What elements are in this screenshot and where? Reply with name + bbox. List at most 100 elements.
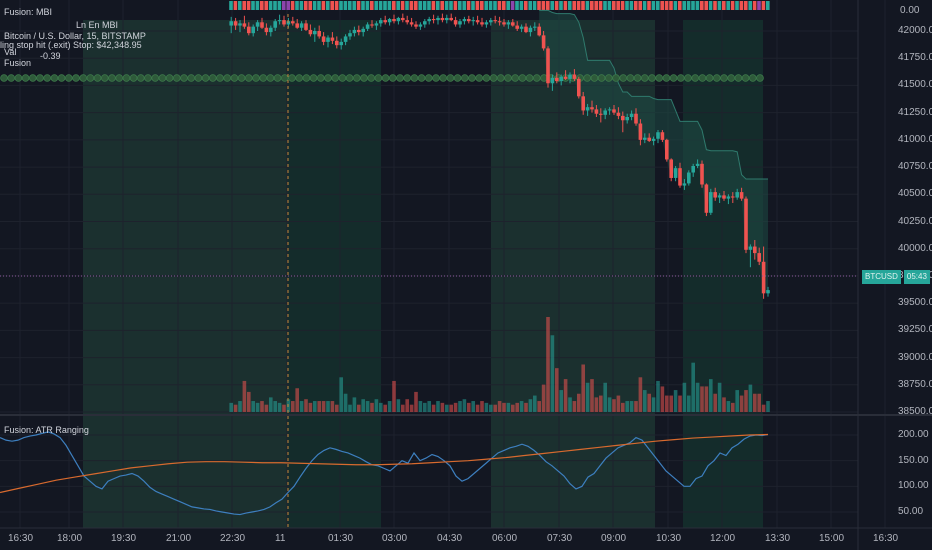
candle xyxy=(717,193,722,203)
volume-bar xyxy=(467,402,471,412)
volume-bar xyxy=(757,393,761,412)
mbi-cell xyxy=(700,1,704,10)
mbi-cell xyxy=(334,1,339,10)
candle xyxy=(335,36,339,49)
volume-bar xyxy=(555,368,559,412)
legend-fusion[interactable]: Fusion xyxy=(4,58,32,68)
volume-bar xyxy=(709,379,713,412)
candle-body xyxy=(467,19,471,22)
candle-body xyxy=(291,21,295,24)
time-tick-label: 19:30 xyxy=(111,533,137,544)
candle xyxy=(568,72,572,84)
candle-body xyxy=(700,163,704,185)
fusion-dot xyxy=(158,74,167,82)
legend-val-value: -0.39 xyxy=(40,51,61,61)
legend-trailing-stop[interactable]: ling stop hit (.exit) Stop: $42,348.95 xyxy=(0,40,142,50)
mbi-cell xyxy=(502,1,506,10)
mbi-cell xyxy=(418,1,422,10)
volume-bar xyxy=(616,395,621,412)
fusion-dot xyxy=(396,74,404,82)
volume-bar xyxy=(471,401,475,412)
legend-ln-en-mbi[interactable]: Ln En MBI xyxy=(76,20,119,30)
candle-body xyxy=(361,28,365,33)
volume-bar xyxy=(594,397,599,412)
candle xyxy=(656,130,660,144)
price-tick-label: 42000.00 xyxy=(898,25,932,36)
candle-body xyxy=(449,17,453,21)
candle xyxy=(621,111,625,133)
legend-fusion-mbi[interactable]: Fusion: MBI xyxy=(4,7,53,17)
candle-body xyxy=(625,116,629,121)
atr-line xyxy=(0,431,769,516)
volume-bar xyxy=(638,377,643,412)
legend-atr[interactable]: Fusion: ATR Ranging xyxy=(4,425,89,435)
mbi-cell xyxy=(343,1,348,10)
current-price-tag[interactable]: BTCUSD 05:43 xyxy=(862,270,930,284)
volume-bar xyxy=(365,401,370,412)
candle-body xyxy=(555,77,559,82)
candle xyxy=(537,23,541,37)
mbi-cell xyxy=(264,1,268,10)
mbi-cell xyxy=(348,1,352,10)
mbi-cell xyxy=(484,1,488,10)
volume-bar xyxy=(484,402,489,412)
candle-body xyxy=(594,109,599,114)
mbi-cell xyxy=(510,1,515,10)
candle xyxy=(533,22,537,31)
mbi-cell xyxy=(576,1,581,10)
candle-body xyxy=(695,163,700,166)
volume-bar xyxy=(515,402,519,412)
mbi-cell xyxy=(273,1,277,10)
fusion-dot xyxy=(28,74,37,82)
candle xyxy=(427,16,431,25)
mbi-cell xyxy=(286,1,290,10)
volume-bar xyxy=(744,390,748,412)
candle xyxy=(731,192,735,203)
candle-body xyxy=(590,107,594,110)
candle-body xyxy=(405,20,409,23)
fusion-dot xyxy=(741,74,750,82)
price-tick-label: 38750.00 xyxy=(898,378,932,390)
volume-bar xyxy=(607,397,612,412)
fusion-dot xyxy=(295,74,304,82)
fusion-dot xyxy=(648,74,656,82)
volume-bar xyxy=(348,404,352,412)
volume-bar xyxy=(242,380,247,412)
fusion-dot xyxy=(756,74,764,82)
volume-bar xyxy=(370,402,374,412)
volume-bar xyxy=(436,401,440,412)
volume-bar xyxy=(440,402,445,412)
fusion-dot xyxy=(137,74,145,82)
candle-body xyxy=(546,48,550,84)
mbi-cell xyxy=(260,1,264,10)
fusion-dot xyxy=(209,74,217,82)
countdown-tag: 05:43 xyxy=(903,270,930,284)
mbi-cell xyxy=(704,1,708,10)
candle xyxy=(766,286,770,297)
volume-bar xyxy=(713,393,717,412)
fusion-dot xyxy=(640,74,649,82)
candle xyxy=(757,247,761,266)
volume-bar xyxy=(717,382,722,412)
mbi-cell xyxy=(295,1,299,10)
candle-body xyxy=(634,113,638,124)
fusion-dot xyxy=(187,74,196,82)
volume-bar xyxy=(669,395,673,412)
candle-body xyxy=(242,23,247,27)
mbi-cell xyxy=(475,1,480,10)
mbi-cell xyxy=(620,1,625,10)
candle xyxy=(581,91,585,115)
candle xyxy=(502,19,506,27)
mbi-cell xyxy=(242,1,246,10)
candle-body xyxy=(418,24,423,27)
candle-body xyxy=(383,20,387,23)
fusion-dot xyxy=(410,74,419,82)
legend-symbol[interactable]: Bitcoin / U.S. Dollar, 15, BITSTAMP xyxy=(4,31,146,41)
fusion-dot xyxy=(223,74,232,82)
mbi-cell xyxy=(682,1,686,10)
mbi-cell xyxy=(229,1,233,10)
mbi-cell xyxy=(581,1,585,10)
fusion-dot xyxy=(266,74,275,82)
candle xyxy=(603,108,607,120)
